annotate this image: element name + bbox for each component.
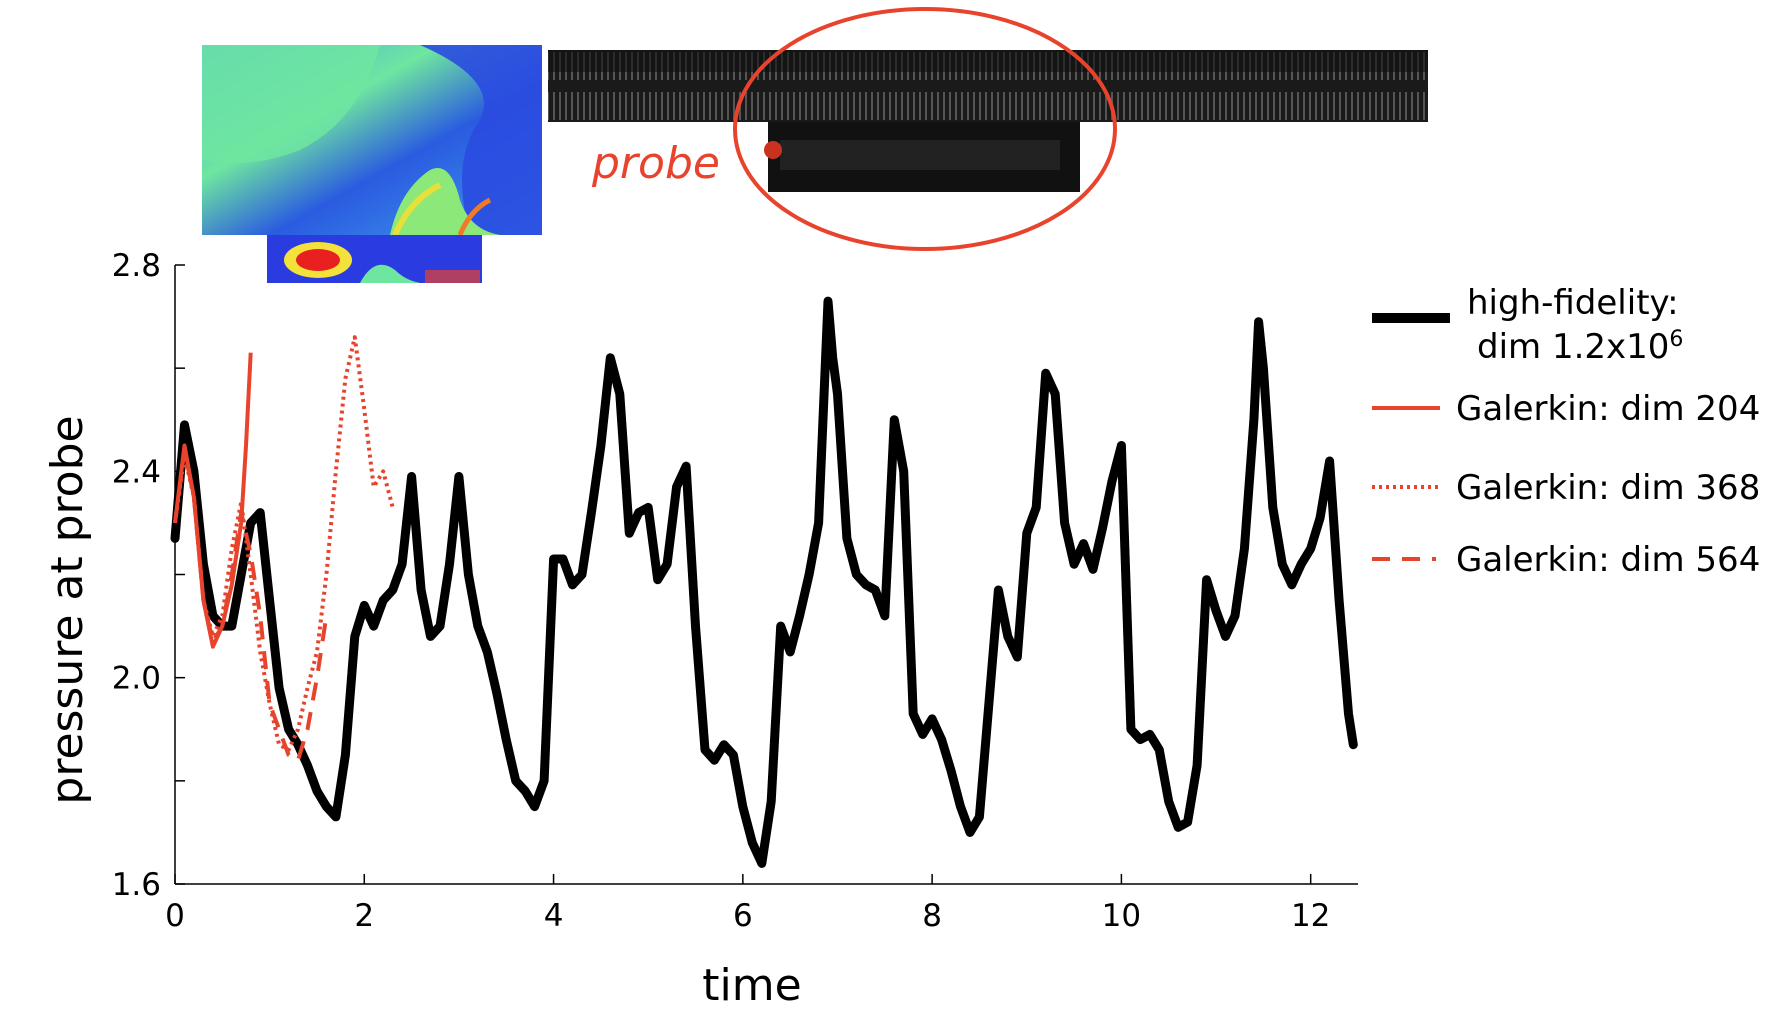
geometry-inset: probe bbox=[548, 7, 1428, 251]
legend-label-galerkin-564: Galerkin: dim 564 bbox=[1456, 540, 1760, 580]
x-tick-label: 12 bbox=[1291, 898, 1330, 934]
legend-label-galerkin-368: Galerkin: dim 368 bbox=[1456, 468, 1760, 508]
legend-label-high-fidelity-dim: dim 1.2x10 bbox=[1477, 327, 1669, 367]
legend-label-high-fidelity-line2: dim 1.2x106 bbox=[1477, 327, 1683, 367]
series-line-high-fidelity bbox=[170, 296, 1358, 868]
probe-label: probe bbox=[591, 138, 720, 189]
x-tick-label: 0 bbox=[165, 898, 185, 934]
x-tick-label: 10 bbox=[1102, 898, 1141, 934]
x-axis-title: time bbox=[702, 960, 801, 1011]
probe-marker bbox=[764, 141, 782, 159]
y-tick-label: 2.0 bbox=[112, 661, 161, 697]
y-tick-label: 2.8 bbox=[112, 248, 161, 284]
series-line-galerkin-204 bbox=[173, 352, 253, 649]
y-tick-label: 2.4 bbox=[112, 454, 161, 490]
legend: high-fidelity: dim 1.2x106 Galerkin: dim… bbox=[1372, 283, 1760, 580]
legend-label-high-fidelity-exp: 6 bbox=[1669, 327, 1683, 352]
legend-label-galerkin-204: Galerkin: dim 204 bbox=[1456, 389, 1760, 429]
series-layer bbox=[170, 296, 1358, 868]
y-axis-title: pressure at probe bbox=[42, 415, 93, 804]
x-tick-label: 8 bbox=[922, 898, 942, 934]
legend-label-high-fidelity-line1: high-fidelity: bbox=[1467, 283, 1679, 323]
y-tick-label: 1.6 bbox=[112, 867, 161, 903]
flow-field-inset bbox=[202, 45, 542, 283]
axes: 0 2 4 6 8 10 12 1.6 2.0 2.4 2.8 time pressure at … bbox=[42, 248, 1358, 1011]
probe-highlight-ellipse bbox=[733, 7, 1117, 251]
y-ticks: 1.6 2.0 2.4 2.8 bbox=[112, 248, 185, 903]
x-tick-label: 6 bbox=[733, 898, 753, 934]
x-ticks: 0 2 4 6 8 10 12 bbox=[165, 874, 1330, 934]
series-line-galerkin-368 bbox=[173, 335, 395, 752]
x-tick-label: 4 bbox=[544, 898, 564, 934]
x-tick-label: 2 bbox=[354, 898, 374, 934]
